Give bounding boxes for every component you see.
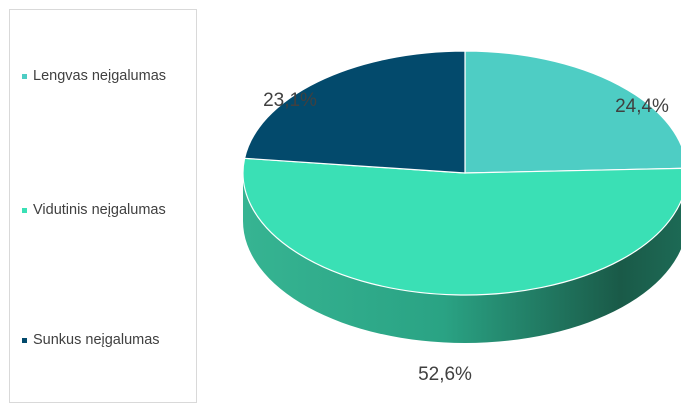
data-label-sunkus: 23,1% [263,90,317,111]
pie-slice-sunkus [245,51,465,173]
data-label-lengvas: 24,4% [615,96,669,117]
pie-slices [243,51,681,295]
data-label-vidutinis: 52,6% [418,364,472,385]
